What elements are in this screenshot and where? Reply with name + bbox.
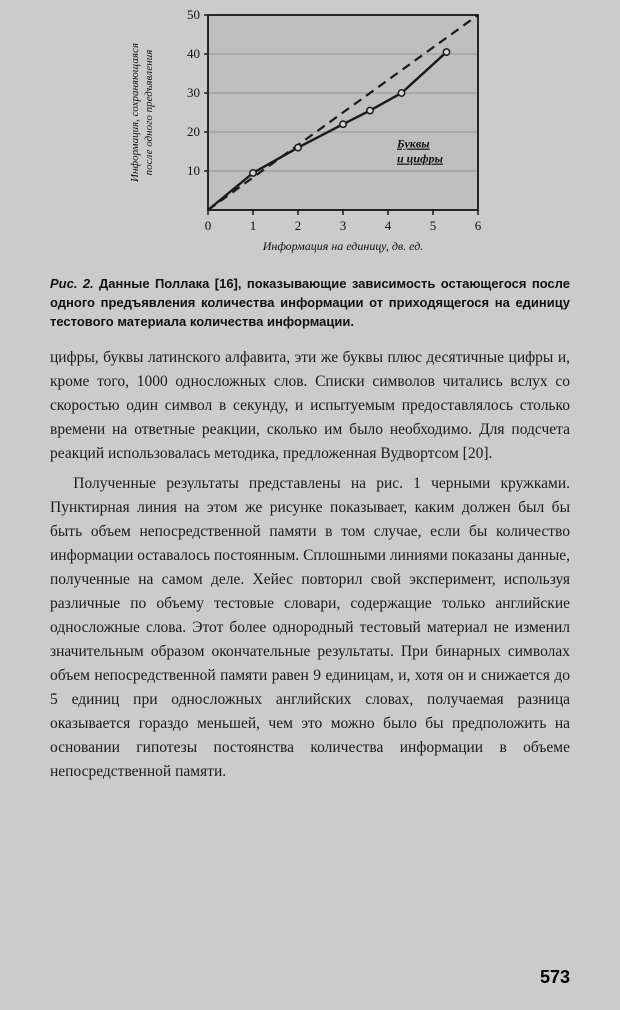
svg-text:0: 0 [205,218,212,233]
figure-caption-text: Данные Поллака [16], показывающие зависи… [50,276,570,329]
svg-text:30: 30 [187,85,200,100]
svg-text:5: 5 [430,218,437,233]
svg-text:3: 3 [340,218,347,233]
chart-x-axis-label: Информация на единицу, дв. ед. [262,239,424,253]
svg-text:Информация, сохраняющаяся: Информация, сохраняющаяся [129,43,141,183]
svg-text:2: 2 [295,218,302,233]
svg-text:1: 1 [250,218,257,233]
svg-text:20: 20 [187,124,200,139]
svg-text:50: 50 [187,7,200,22]
chart-svg: 10 20 30 40 50 0 1 2 3 4 5 6 Буквыи цифры Информация,… [120,5,500,260]
paragraph-1: цифры, буквы латинского алфавита, эти же… [50,346,570,466]
paragraph-2: Полученные результаты представлены на ри… [50,472,570,784]
chart-legend-line2: и цифры [397,152,443,166]
svg-text:10: 10 [187,163,200,178]
chart-figure: 10 20 30 40 50 0 1 2 3 4 5 6 Буквыи цифры Информация,… [120,0,500,265]
figure-caption: Рис. 2. Данные Поллака [16], показывающи… [50,275,570,332]
chart-legend-line1: Буквы [396,137,430,151]
page-number: 573 [540,967,570,988]
svg-text:4: 4 [385,218,392,233]
svg-text:после одного предъявления: после одного предъявления [143,50,155,176]
svg-text:40: 40 [187,46,200,61]
figure-label: Рис. 2. [50,276,94,291]
page-container: 10 20 30 40 50 0 1 2 3 4 5 6 Буквыи цифры Информация,… [0,0,620,1010]
svg-text:6: 6 [475,218,482,233]
